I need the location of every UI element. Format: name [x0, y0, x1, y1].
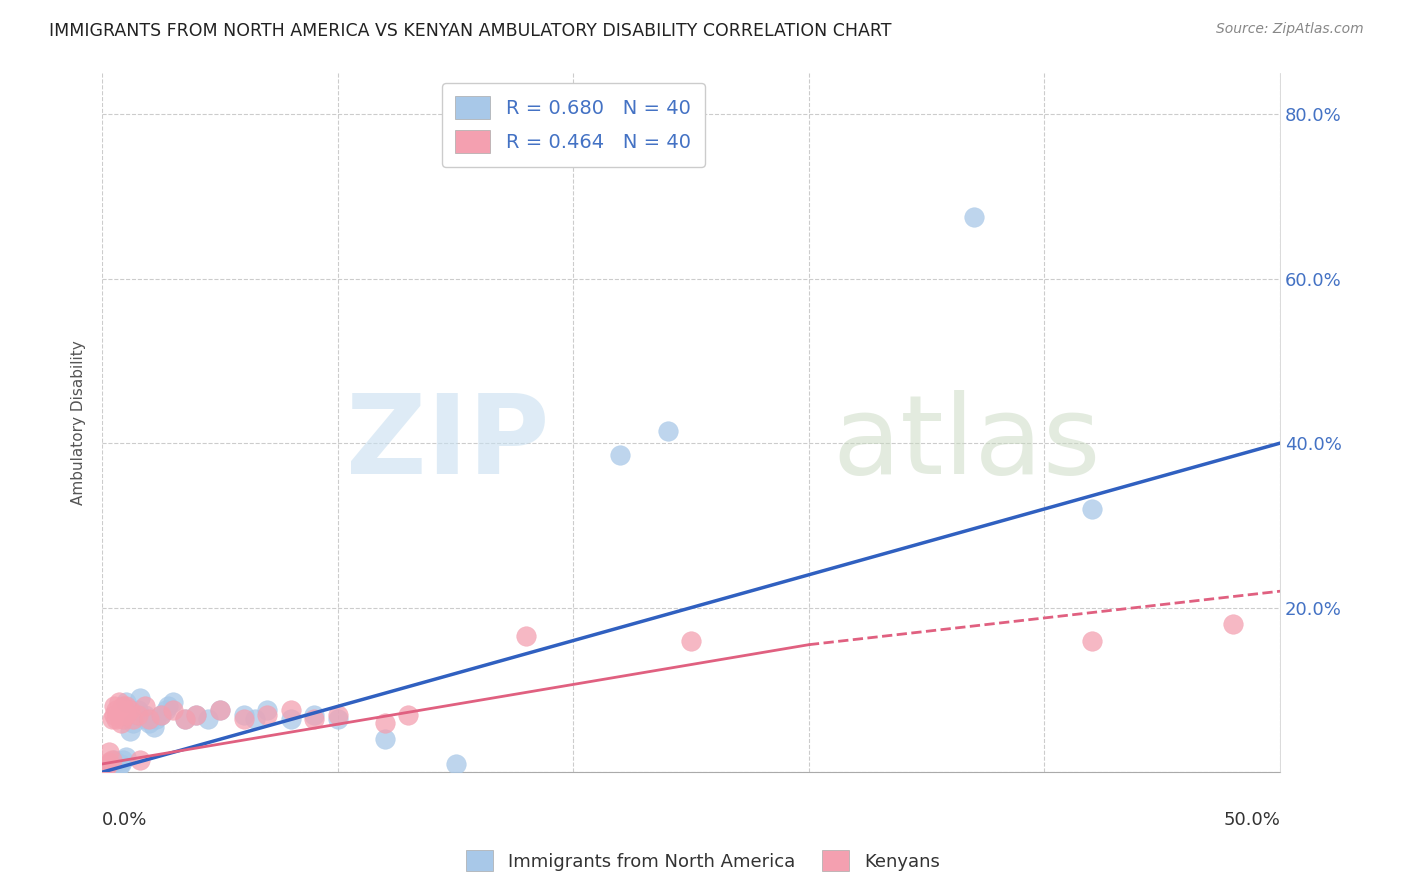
Point — [150, 707, 173, 722]
Point — [98, 756, 121, 770]
Point — [173, 712, 195, 726]
Point — [120, 703, 142, 717]
Point — [1080, 502, 1102, 516]
Point — [100, 712, 122, 726]
Y-axis label: Ambulatory Disability: Ambulatory Disability — [72, 340, 86, 505]
Point — [197, 712, 219, 726]
Point — [107, 707, 129, 722]
Point — [515, 629, 537, 643]
Point — [105, 703, 128, 717]
Text: atlas: atlas — [832, 390, 1101, 497]
Text: Source: ZipAtlas.com: Source: ZipAtlas.com — [1216, 22, 1364, 37]
Point — [302, 707, 325, 722]
Point — [150, 707, 173, 722]
Legend: R = 0.680   N = 40, R = 0.464   N = 40: R = 0.680 N = 40, R = 0.464 N = 40 — [441, 83, 704, 167]
Point — [127, 707, 149, 722]
Point — [256, 703, 278, 717]
Point — [138, 715, 160, 730]
Point — [173, 712, 195, 726]
Point — [1222, 617, 1244, 632]
Point — [280, 703, 302, 717]
Point — [112, 712, 135, 726]
Point — [155, 703, 177, 717]
Point — [103, 753, 125, 767]
Point — [112, 753, 135, 767]
Point — [129, 753, 152, 767]
Point — [93, 761, 115, 775]
Point — [1080, 633, 1102, 648]
Point — [103, 699, 125, 714]
Legend: Immigrants from North America, Kenyans: Immigrants from North America, Kenyans — [460, 843, 946, 879]
Point — [145, 712, 167, 726]
Point — [114, 707, 136, 722]
Point — [134, 712, 156, 726]
Text: 50.0%: 50.0% — [1223, 811, 1279, 829]
Point — [134, 699, 156, 714]
Point — [256, 707, 278, 722]
Point — [100, 756, 122, 770]
Point — [114, 750, 136, 764]
Point — [232, 707, 254, 722]
Text: ZIP: ZIP — [346, 390, 550, 497]
Point — [302, 712, 325, 726]
Point — [110, 703, 132, 717]
Point — [186, 707, 208, 722]
Point — [107, 758, 129, 772]
Point — [232, 712, 254, 726]
Point — [208, 703, 231, 717]
Point — [208, 703, 231, 717]
Point — [326, 712, 349, 726]
Point — [96, 758, 118, 772]
Point — [112, 699, 135, 714]
Point — [245, 712, 267, 726]
Point — [114, 695, 136, 709]
Point — [98, 756, 121, 771]
Text: IMMIGRANTS FROM NORTH AMERICA VS KENYAN AMBULATORY DISABILITY CORRELATION CHART: IMMIGRANTS FROM NORTH AMERICA VS KENYAN … — [49, 22, 891, 40]
Point — [120, 724, 142, 739]
Point — [609, 449, 631, 463]
Point — [326, 707, 349, 722]
Point — [127, 703, 149, 717]
Point — [162, 695, 184, 709]
Point — [121, 715, 143, 730]
Point — [105, 712, 128, 726]
Point — [157, 699, 180, 714]
Point — [374, 715, 396, 730]
Point — [110, 756, 132, 771]
Point — [105, 756, 128, 770]
Point — [162, 703, 184, 717]
Point — [681, 633, 703, 648]
Point — [280, 712, 302, 726]
Point — [103, 707, 125, 722]
Point — [138, 712, 160, 726]
Point — [110, 715, 132, 730]
Point — [186, 707, 208, 722]
Point — [114, 699, 136, 714]
Point — [657, 424, 679, 438]
Point — [107, 695, 129, 709]
Point — [963, 210, 986, 224]
Point — [143, 720, 166, 734]
Text: 0.0%: 0.0% — [103, 811, 148, 829]
Point — [98, 745, 121, 759]
Point — [121, 712, 143, 726]
Point — [134, 707, 156, 722]
Point — [374, 732, 396, 747]
Point — [100, 753, 122, 767]
Point — [444, 756, 467, 771]
Point — [96, 758, 118, 772]
Point — [129, 691, 152, 706]
Point — [93, 761, 115, 775]
Point — [398, 707, 420, 722]
